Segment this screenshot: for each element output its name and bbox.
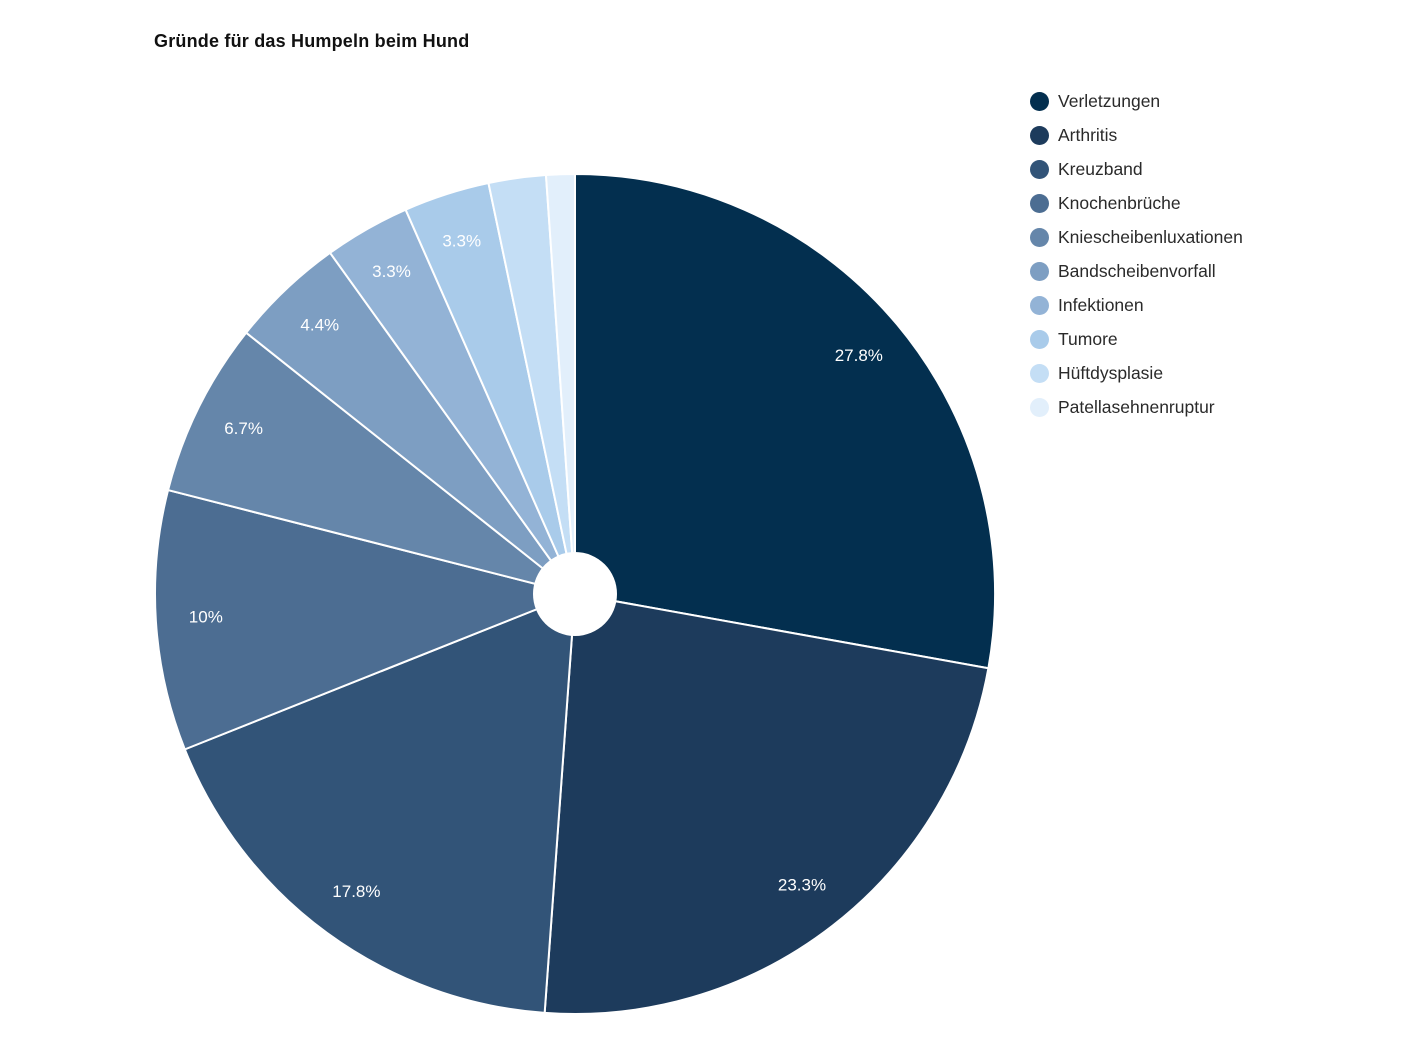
pie-slice-verletzungen[interactable] bbox=[574, 173, 996, 670]
legend-item-verletzungen[interactable]: Verletzungen bbox=[1030, 84, 1243, 118]
legend-label: Tumore bbox=[1058, 328, 1118, 349]
legend-item-kniescheibenluxationen[interactable]: Kniescheibenluxationen bbox=[1030, 220, 1243, 254]
donut-hole bbox=[533, 552, 617, 636]
legend-swatch-icon bbox=[1030, 397, 1049, 417]
pie-slice-arthritis[interactable] bbox=[543, 593, 990, 1015]
legend-label: Hüftdysplasie bbox=[1058, 362, 1164, 383]
slice-percent-label: 6.7% bbox=[224, 419, 263, 438]
legend-item-kreuzband[interactable]: Kreuzband bbox=[1030, 152, 1243, 186]
legend-swatch-icon bbox=[1030, 295, 1049, 315]
legend-label: Verletzungen bbox=[1058, 90, 1161, 111]
slice-labels-group: 27.8% 23.3% 17.8% 10% 6.7% 4.4% 3.3% 3.3% bbox=[189, 231, 883, 901]
legend-item-infektionen[interactable]: Infektionen bbox=[1030, 288, 1243, 322]
legend-label: Bandscheibenvorfall bbox=[1058, 260, 1216, 281]
pie-slices-group bbox=[154, 172, 996, 1015]
chart-title: Gründe für das Humpeln beim Hund bbox=[154, 31, 470, 51]
legend-label: Kreuzband bbox=[1058, 158, 1143, 179]
pie-slice-kniescheibenluxationen[interactable] bbox=[167, 331, 576, 595]
legend-swatch-icon bbox=[1030, 193, 1049, 213]
pie-slice-patellasehnenruptur[interactable] bbox=[544, 172, 576, 595]
legend-swatch-icon bbox=[1030, 159, 1049, 179]
slice-percent-label: 4.4% bbox=[300, 316, 339, 335]
legend-item-patellasehnenruptur[interactable]: Patellasehnenruptur bbox=[1030, 390, 1243, 424]
slice-percent-label: 10% bbox=[189, 607, 223, 626]
legend-item-knochenbrüche[interactable]: Knochenbrüche bbox=[1030, 186, 1243, 220]
slice-percent-label: 27.8% bbox=[835, 346, 883, 365]
legend-label: Patellasehnenruptur bbox=[1058, 396, 1215, 417]
pie-slice-knochenbrüche[interactable] bbox=[154, 489, 576, 751]
slice-percent-label: 3.3% bbox=[442, 231, 481, 250]
legend-label: Kniescheibenluxationen bbox=[1058, 226, 1243, 247]
slice-percent-label: 17.8% bbox=[332, 882, 380, 901]
legend-item-hüftdysplasie[interactable]: Hüftdysplasie bbox=[1030, 356, 1243, 390]
pie-slice-kreuzband[interactable] bbox=[183, 593, 576, 1014]
legend-swatch-icon bbox=[1030, 329, 1049, 349]
legend-label: Infektionen bbox=[1058, 294, 1144, 315]
legend-swatch-icon bbox=[1030, 91, 1049, 111]
legend-swatch-icon bbox=[1030, 261, 1049, 281]
legend-item-arthritis[interactable]: Arthritis bbox=[1030, 118, 1243, 152]
legend-label: Arthritis bbox=[1058, 124, 1118, 145]
legend-swatch-icon bbox=[1030, 227, 1049, 247]
legend-swatch-icon bbox=[1030, 125, 1049, 145]
slice-percent-label: 23.3% bbox=[778, 876, 826, 895]
legend-item-bandscheibenvorfall[interactable]: Bandscheibenvorfall bbox=[1030, 254, 1243, 288]
legend-label: Knochenbrüche bbox=[1058, 192, 1181, 213]
legend: Verletzungen Arthritis Kreuzband Knochenbrü… bbox=[1030, 84, 1243, 424]
legend-swatch-icon bbox=[1030, 363, 1049, 383]
slice-percent-label: 3.3% bbox=[372, 262, 411, 281]
legend-item-tumore[interactable]: Tumore bbox=[1030, 322, 1243, 356]
